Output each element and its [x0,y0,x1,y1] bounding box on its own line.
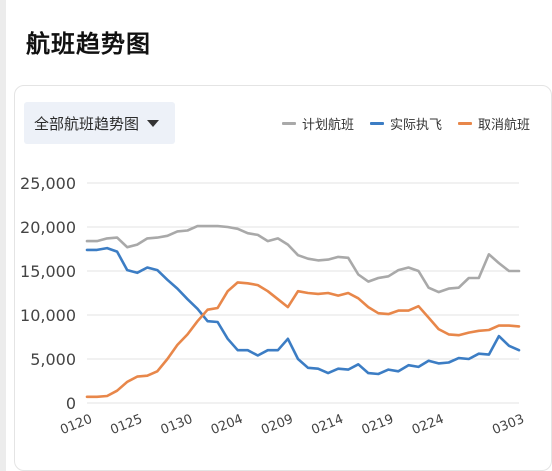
legend-item-actual[interactable]: 实际执飞 [370,114,442,133]
legend-swatch-planned [282,122,296,125]
y-tick-label: 15,000 [20,262,76,281]
x-tick-label: 0224 [410,412,446,438]
chart-card [14,85,552,471]
trend-selector-label: 全部航班趋势图 [34,114,140,133]
x-tick-label: 0209 [259,412,295,438]
legend-item-planned[interactable]: 计划航班 [282,114,354,133]
series-line-planned [85,224,521,294]
legend-swatch-actual [370,122,385,125]
x-tick-label: 0303 [490,412,526,438]
caret-down-icon [147,119,160,127]
trend-selector-dropdown[interactable]: 全部航班趋势图 [24,102,175,144]
y-tick-label: 0 [66,394,76,413]
series-line-actual [85,246,521,376]
chart-legend: 计划航班 实际执飞 取消航班 [282,114,530,133]
x-tick-label: 0130 [159,412,195,438]
x-tick-label: 0125 [108,412,144,438]
y-tick-label: 20,000 [20,218,76,237]
x-tick-label: 0219 [360,412,396,438]
legend-label-cancelled: 取消航班 [478,118,531,133]
y-tick-label: 25,000 [20,174,76,193]
x-tick-label: 0214 [309,412,345,438]
x-tick-label: 0120 [58,412,94,438]
legend-label-planned: 计划航班 [302,118,355,133]
series-line-cancelled [85,281,521,399]
page-title: 航班趋势图 [26,30,151,58]
y-tick-label: 10,000 [20,306,76,325]
window-left-edge [0,0,6,471]
legend-swatch-cancelled [458,122,473,125]
legend-label-actual: 实际执飞 [390,118,443,133]
y-tick-label: 5,000 [30,350,76,369]
x-tick-label: 0204 [209,412,245,438]
legend-item-cancelled[interactable]: 取消航班 [458,114,530,133]
